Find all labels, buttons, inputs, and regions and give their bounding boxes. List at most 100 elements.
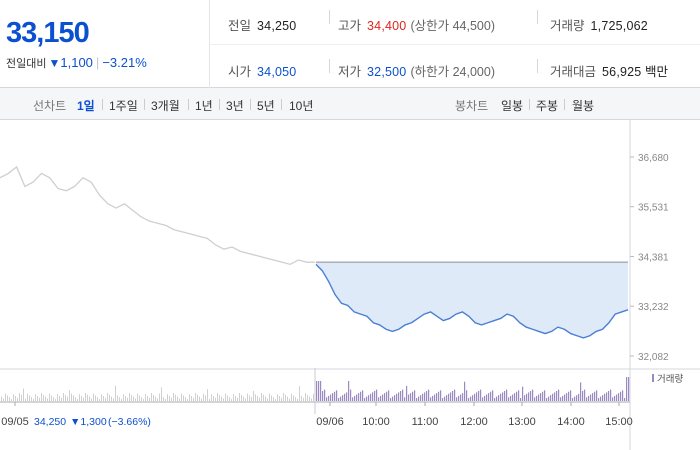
stat-low-limit: (하한가 24,000) [410,65,495,79]
tab-10year[interactable]: 10년 [289,99,314,113]
tab-3year[interactable]: 3년 [226,99,244,113]
prev-volume-bar [3,398,4,401]
prev-volume-bar [113,398,114,401]
volume-bar [398,392,400,401]
volume-bar [424,392,426,401]
prev-volume-bar [179,398,180,401]
prev-volume-bar [287,396,288,401]
volume-bar [450,392,452,401]
tab-daily-candle[interactable]: 일봉 [501,99,524,113]
prev-volume-bar [209,399,210,401]
prev-day-price-line [0,165,315,266]
volume-bar [586,397,588,401]
volume-bar [624,398,626,401]
x-tick-label: 09/05 [1,416,29,428]
x-tick-label: 13:00 [508,416,536,428]
prev-volume-bar [237,397,238,401]
prev-volume-bar [55,399,56,401]
prev-volume-bar [295,397,296,401]
volume-bar [532,389,534,401]
volume-bar [352,397,354,401]
prev-volume-bar [291,393,292,401]
prev-volume-bar [159,393,160,401]
volume-bar [548,396,550,401]
volume-bar [406,385,408,401]
tab-separator [250,99,251,110]
volume-bar [336,390,338,401]
prev-volume-bar [183,395,184,401]
prev-volume-bar [267,398,268,401]
prev-volume-bar [77,399,78,401]
stat-separator [537,59,538,73]
volume-bar [618,393,620,401]
volume-bar [456,397,458,401]
volume-bar [378,397,380,401]
prev-volume-bar [219,394,220,401]
volume-bar [556,391,558,401]
volume-bar [576,395,578,401]
prev-volume-bar [19,393,20,401]
volume-bar [512,394,514,401]
prev-volume-bar [93,393,94,401]
prev-volume-bar [153,394,154,401]
volume-bar [504,391,506,401]
volume-bar [392,396,394,401]
prev-volume-bar [85,393,86,401]
prev-volume-bar [217,393,218,401]
prev-volume-bar [121,399,122,401]
stats-divider [210,44,700,45]
prev-volume-bar [229,397,230,401]
prev-volume-bar [27,393,28,401]
prev-volume-bar [261,393,262,401]
prev-volume-bar [263,394,264,401]
volume-bar [590,394,592,401]
volume-bar [372,392,374,401]
prev-volume-bar [123,394,124,401]
volume-bar [598,398,600,401]
volume-bar [334,391,336,401]
volume-bar [390,398,392,401]
volume-bar [416,398,418,401]
change-row: 전일대비 ▼1,100 | −3.21% [6,55,147,71]
prev-volume-bar [299,386,300,401]
volume-bar [478,391,480,401]
volume-bar [410,393,412,401]
volume-bar [476,392,478,401]
volume-bar [544,390,546,401]
prev-volume-bar [47,398,48,401]
prev-volume-bar [175,394,176,401]
volume-bar [522,386,524,401]
tab-monthly-candle[interactable]: 월봉 [572,99,595,113]
volume-bar [330,394,332,401]
stat-volume-label: 거래량 [550,19,585,33]
tab-3month[interactable]: 3개월 [151,99,180,113]
tab-1day[interactable]: 1일 [77,99,95,113]
prev-volume-bar [223,398,224,401]
prev-volume-bar [205,395,206,401]
prev-volume-bar [49,393,50,401]
volume-bar [488,393,490,401]
prev-volume-bar [167,394,168,401]
prev-volume-bar [37,396,38,401]
y-tick-label: 35,531 [638,203,669,214]
prev-volume-bar [157,398,158,401]
price-chart[interactable]: 36,680 35,531 34,381 33,232 32,082 09/05 09/0… [0,120,700,450]
volume-bar [458,395,460,401]
prev-volume-bar [91,398,92,401]
x-tick-label: 14:00 [557,416,585,428]
volume-bar [592,393,594,401]
tab-1year[interactable]: 1년 [195,99,213,113]
volume-bar [408,394,410,401]
volume-bar [362,390,364,401]
tab-5year[interactable]: 5년 [257,99,275,113]
tab-1week[interactable]: 1주일 [109,99,138,113]
tab-separator [188,99,189,110]
prev-volume-bar [277,394,278,401]
tab-weekly-candle[interactable]: 주봉 [536,99,559,113]
prev-volume-bar [75,397,76,401]
line-chart-label: 선차트 [33,99,67,113]
prev-volume-bar [199,396,200,401]
volume-bar [340,396,342,401]
volume-bar [550,395,552,401]
volume-bar [422,393,424,401]
